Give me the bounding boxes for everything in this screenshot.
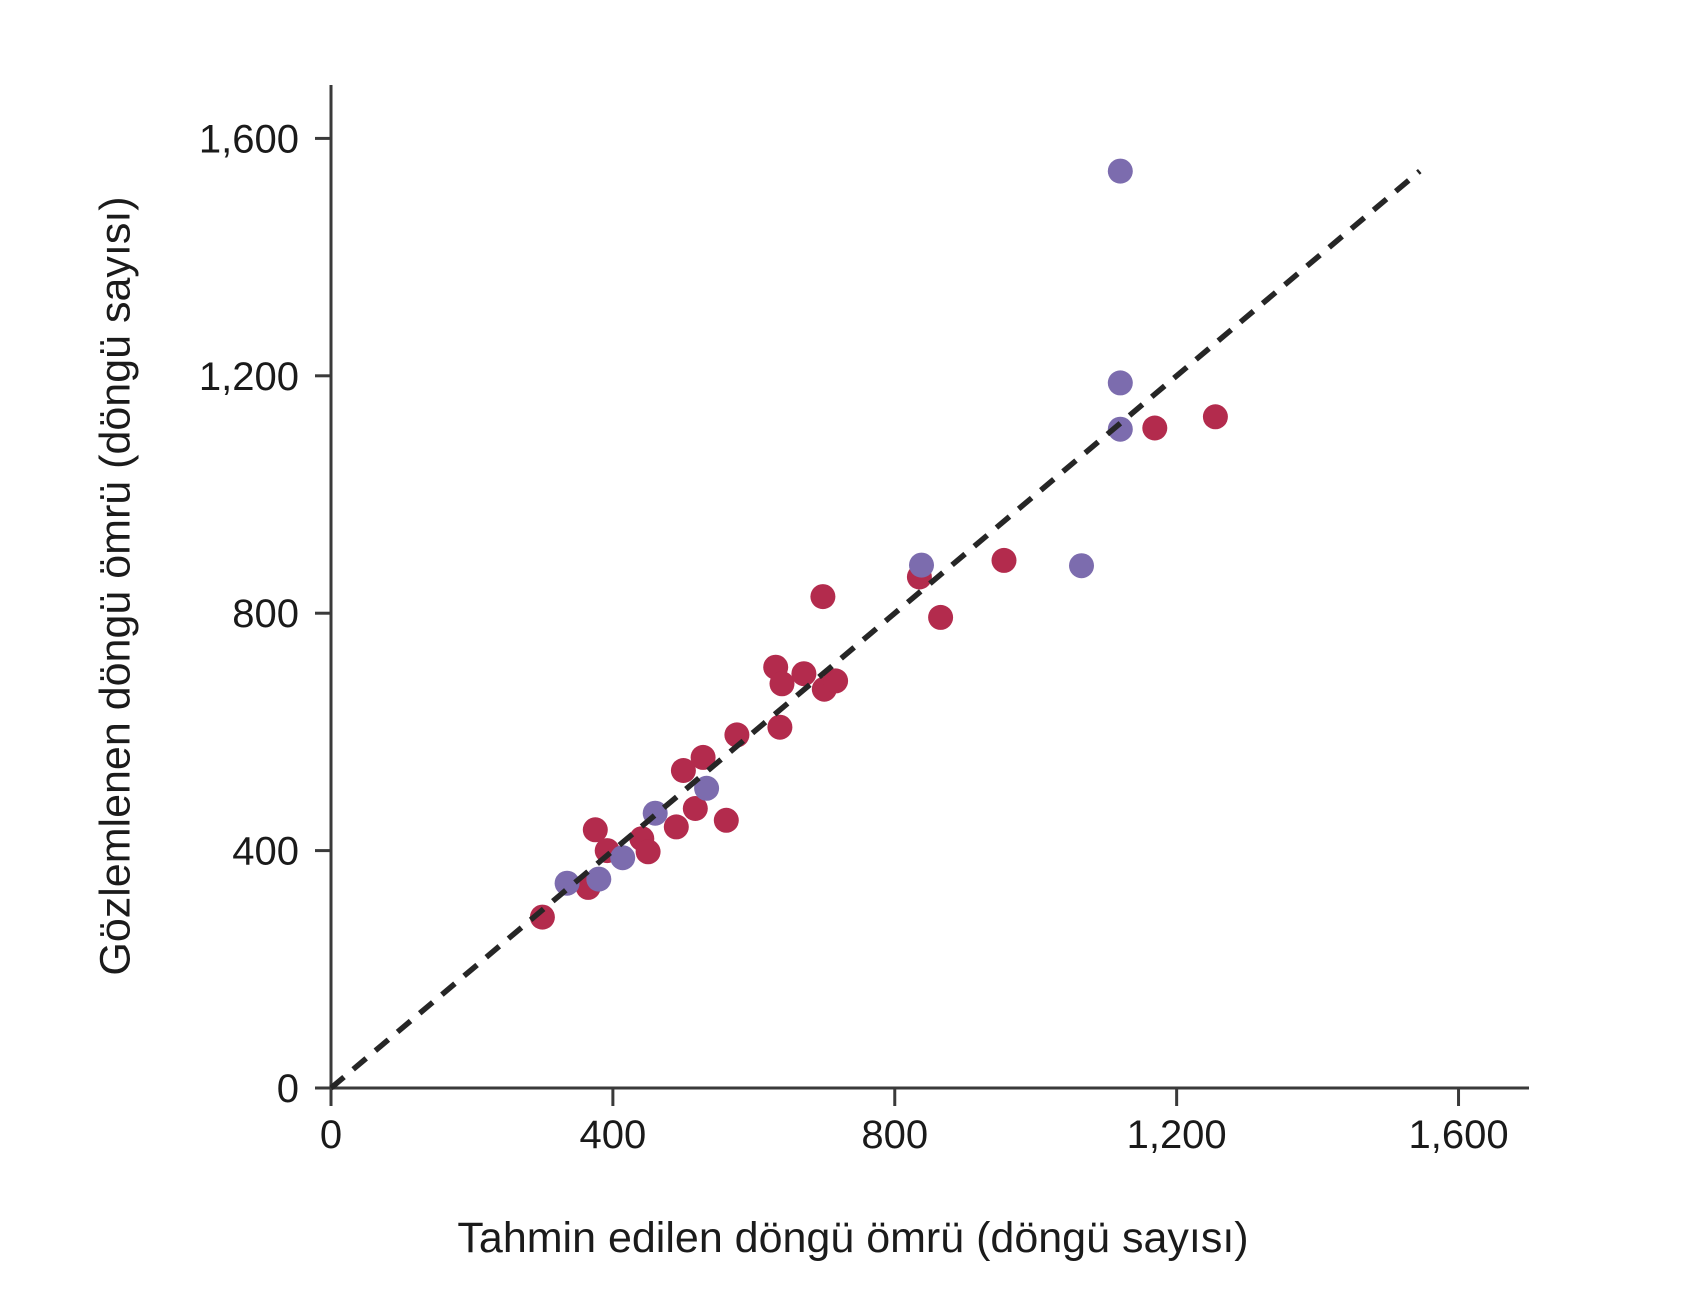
- data-point-purple-series: [694, 775, 720, 801]
- y-axis-tick-label: 400: [232, 830, 299, 874]
- x-axis-title: Tahmin edilen döngü ömrü (döngü sayısı): [457, 1214, 1249, 1262]
- y-axis-tick-label: 800: [232, 592, 299, 636]
- data-point-red-series: [670, 758, 696, 783]
- data-point-red-series: [1202, 404, 1228, 430]
- data-point-purple-series: [909, 552, 934, 578]
- data-point-purple-series: [1107, 370, 1133, 396]
- y-axis-tick-label: 0: [277, 1067, 299, 1111]
- data-point-red-series: [663, 814, 689, 840]
- data-point-red-series: [823, 668, 849, 694]
- x-axis-tick-label: 0: [320, 1113, 342, 1157]
- x-axis-tick-label: 1,600: [1408, 1113, 1508, 1157]
- data-point-red-series: [529, 904, 555, 930]
- data-point-purple-series: [1069, 553, 1094, 579]
- y-axis-title: Gözlemlenen döngü ömrü (döngü sayısı): [91, 196, 140, 976]
- data-point-red-series: [682, 796, 708, 821]
- data-point-red-series: [991, 547, 1017, 573]
- y-axis-tick-label: 1,200: [199, 355, 299, 399]
- data-point-red-series: [791, 661, 817, 687]
- data-point-purple-series: [1107, 158, 1133, 184]
- data-point-red-series: [582, 817, 608, 843]
- x-axis-tick-label: 1,200: [1127, 1113, 1227, 1157]
- x-axis-tick-label: 800: [861, 1113, 928, 1157]
- data-point-red-series: [713, 807, 739, 833]
- data-point-red-series: [635, 839, 661, 865]
- data-point-purple-series: [1107, 416, 1133, 442]
- data-point-red-series: [1142, 415, 1168, 441]
- x-axis-tick-label: 400: [580, 1113, 647, 1157]
- identity-reference-line: [329, 168, 1422, 1091]
- y-axis-tick-label: 1,600: [199, 117, 299, 161]
- data-point-red-series: [810, 584, 836, 610]
- data-point-red-series: [690, 744, 716, 770]
- data-point-red-series: [928, 604, 954, 630]
- data-point-purple-series: [586, 866, 612, 892]
- data-point-purple-series: [554, 870, 580, 896]
- data-point-red-series: [769, 671, 795, 697]
- data-point-red-series: [767, 714, 793, 740]
- data-point-purple-series: [610, 845, 636, 871]
